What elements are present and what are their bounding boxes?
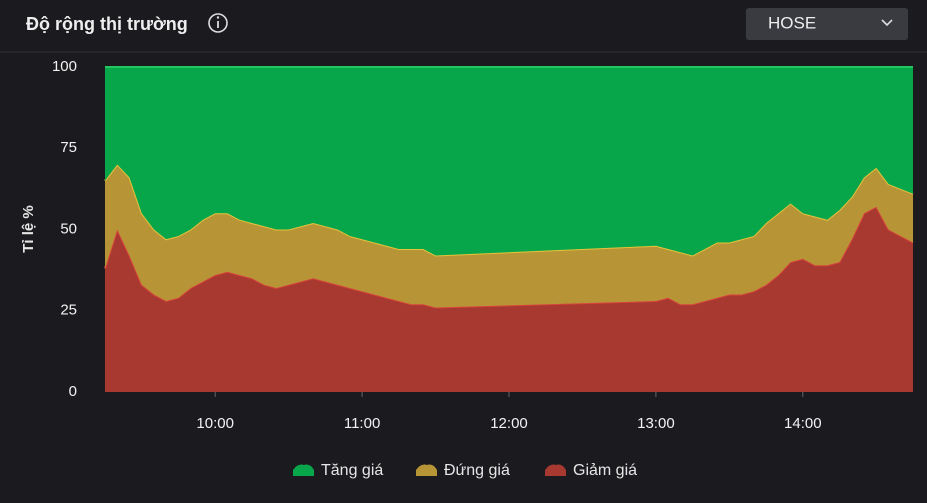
area <box>105 206 913 392</box>
y-tick-label: 25 <box>60 302 77 319</box>
y-axis-label: Tỉ lệ % <box>20 205 37 253</box>
x-tick-label: 10:00 <box>196 415 234 432</box>
legend-icon <box>293 464 314 476</box>
legend-item[interactable]: Giảm giá <box>545 462 637 479</box>
exchange-dropdown[interactable]: HOSE <box>746 8 908 40</box>
area <box>105 67 913 256</box>
legend-item[interactable]: Tăng giá <box>293 462 383 479</box>
legend-item[interactable]: Đứng giá <box>416 462 510 479</box>
widget-title: Độ rộng thị trường <box>26 14 188 34</box>
legend-icon <box>545 464 566 476</box>
x-tick-label: 14:00 <box>784 415 822 432</box>
legend-icon <box>416 464 437 476</box>
legend-label: Giảm giá <box>573 462 637 479</box>
y-tick-label: 100 <box>52 58 77 75</box>
legend-label: Tăng giá <box>321 462 383 479</box>
info-icon[interactable] <box>208 13 228 33</box>
area <box>105 164 913 308</box>
x-tick-label: 11:00 <box>344 415 380 432</box>
y-tick-label: 0 <box>69 383 77 400</box>
x-tick-label: 13:00 <box>637 415 675 432</box>
x-tick-label: 12:00 <box>490 415 528 432</box>
dropdown-value: HOSE <box>768 13 816 32</box>
y-tick-label: 50 <box>60 220 77 237</box>
y-tick-label: 75 <box>60 139 77 156</box>
legend-label: Đứng giá <box>444 462 510 479</box>
